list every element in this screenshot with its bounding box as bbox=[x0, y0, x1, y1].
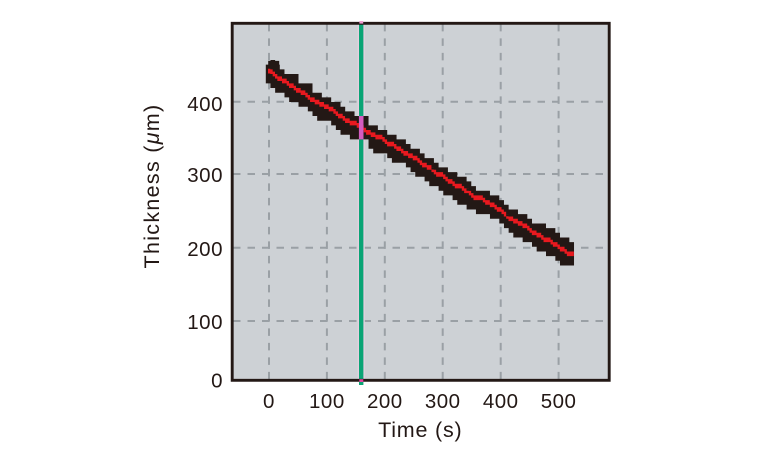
svg-text:Time (s): Time (s) bbox=[378, 418, 462, 442]
svg-text:300: 300 bbox=[425, 390, 461, 413]
svg-text:200: 200 bbox=[187, 238, 223, 261]
svg-text:100: 100 bbox=[187, 311, 223, 334]
svg-text:Thickness (μm): Thickness (μm) bbox=[140, 104, 164, 269]
svg-text:500: 500 bbox=[541, 390, 577, 413]
svg-text:200: 200 bbox=[367, 390, 403, 413]
svg-text:400: 400 bbox=[187, 93, 223, 116]
svg-text:0: 0 bbox=[263, 390, 275, 413]
svg-text:400: 400 bbox=[483, 390, 519, 413]
svg-text:100: 100 bbox=[309, 390, 345, 413]
svg-text:0: 0 bbox=[211, 369, 223, 392]
svg-text:300: 300 bbox=[187, 164, 223, 187]
